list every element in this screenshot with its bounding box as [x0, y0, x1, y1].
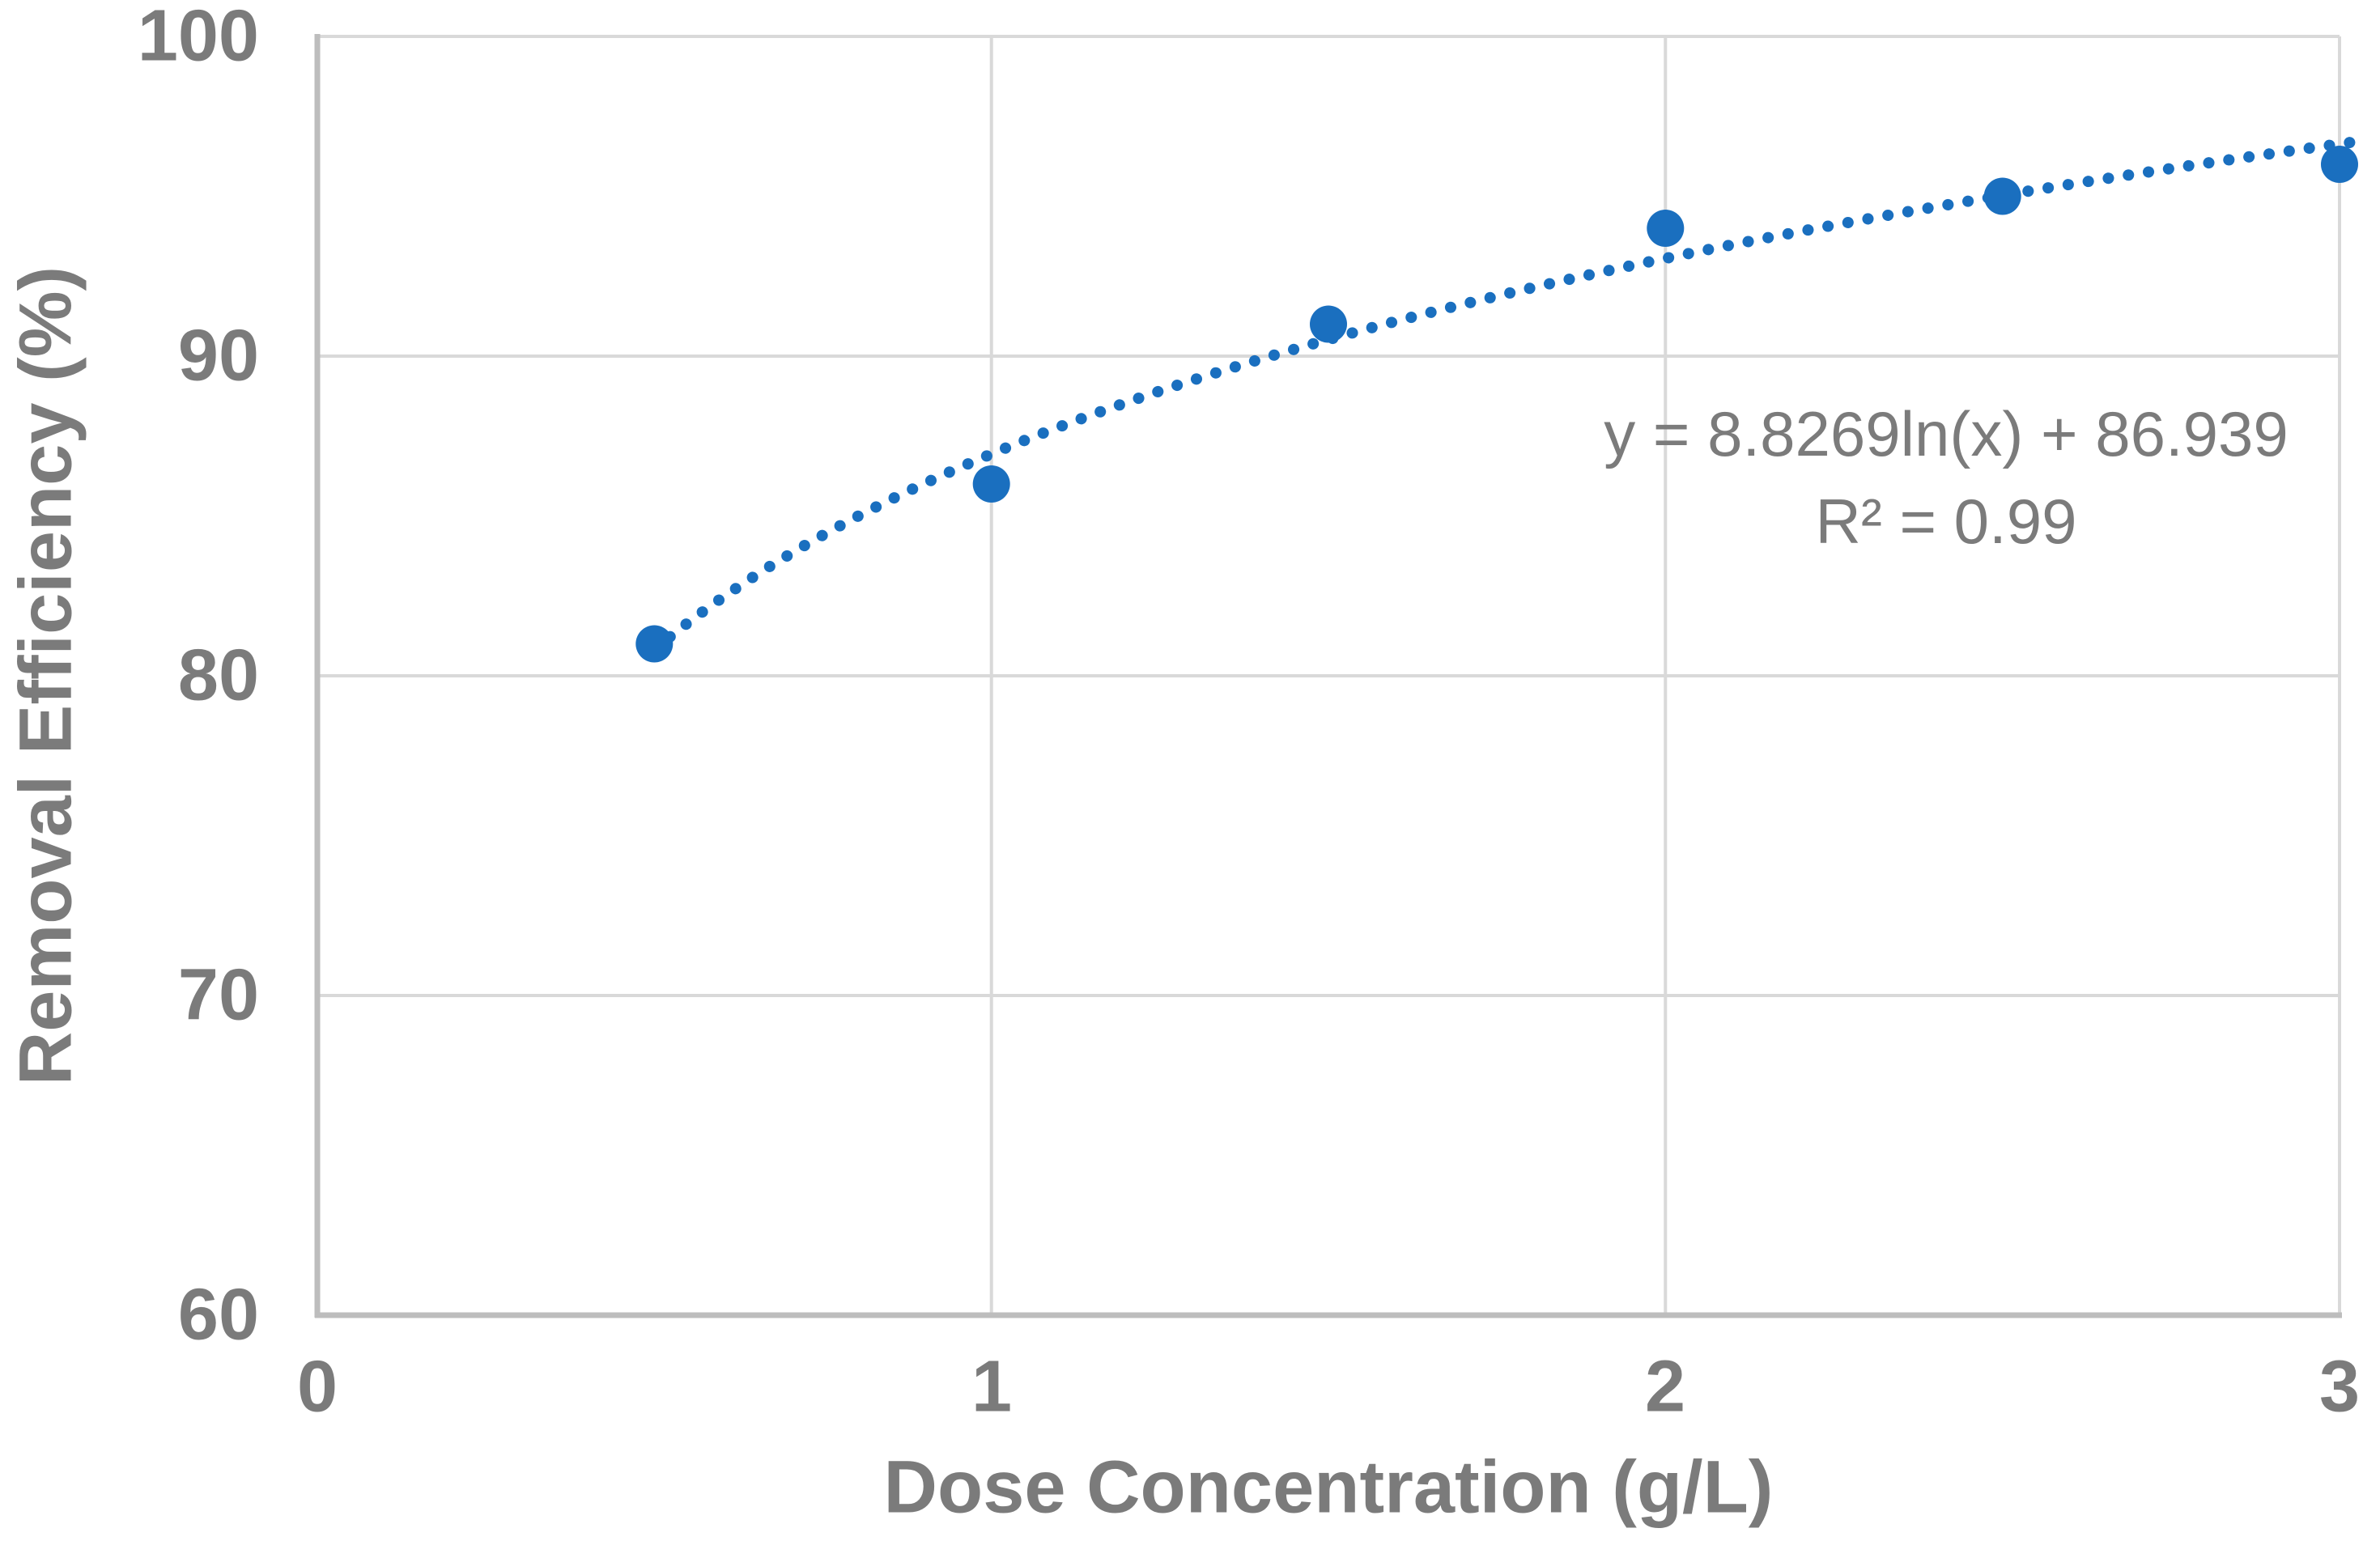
data-point — [1983, 177, 2021, 215]
x-axis-title: Dose Concentration (g/L) — [883, 1445, 1774, 1529]
trendline-r-squared: R² = 0.99 — [1815, 486, 2077, 557]
y-tick-label: 60 — [177, 1274, 259, 1356]
x-tick-label: 3 — [2318, 1346, 2361, 1428]
data-point — [2321, 146, 2358, 183]
x-tick-label: 0 — [296, 1346, 338, 1428]
data-point — [972, 465, 1010, 503]
data-point — [635, 625, 674, 663]
y-tick-label: 80 — [177, 635, 259, 716]
y-tick-label: 90 — [177, 315, 259, 397]
trendline-equation-formula: y = 8.8269ln(x) + 86.939 — [1604, 398, 2289, 469]
trendline-equation: y = 8.8269ln(x) + 86.939 R² = 0.99 — [1604, 390, 2289, 565]
y-tick-label: 100 — [137, 0, 259, 77]
x-tick-label: 2 — [1644, 1346, 1686, 1428]
data-point — [1647, 210, 1685, 247]
y-tick-label: 70 — [177, 954, 259, 1036]
data-point — [1310, 305, 1347, 343]
x-tick-label: 1 — [971, 1346, 1013, 1428]
